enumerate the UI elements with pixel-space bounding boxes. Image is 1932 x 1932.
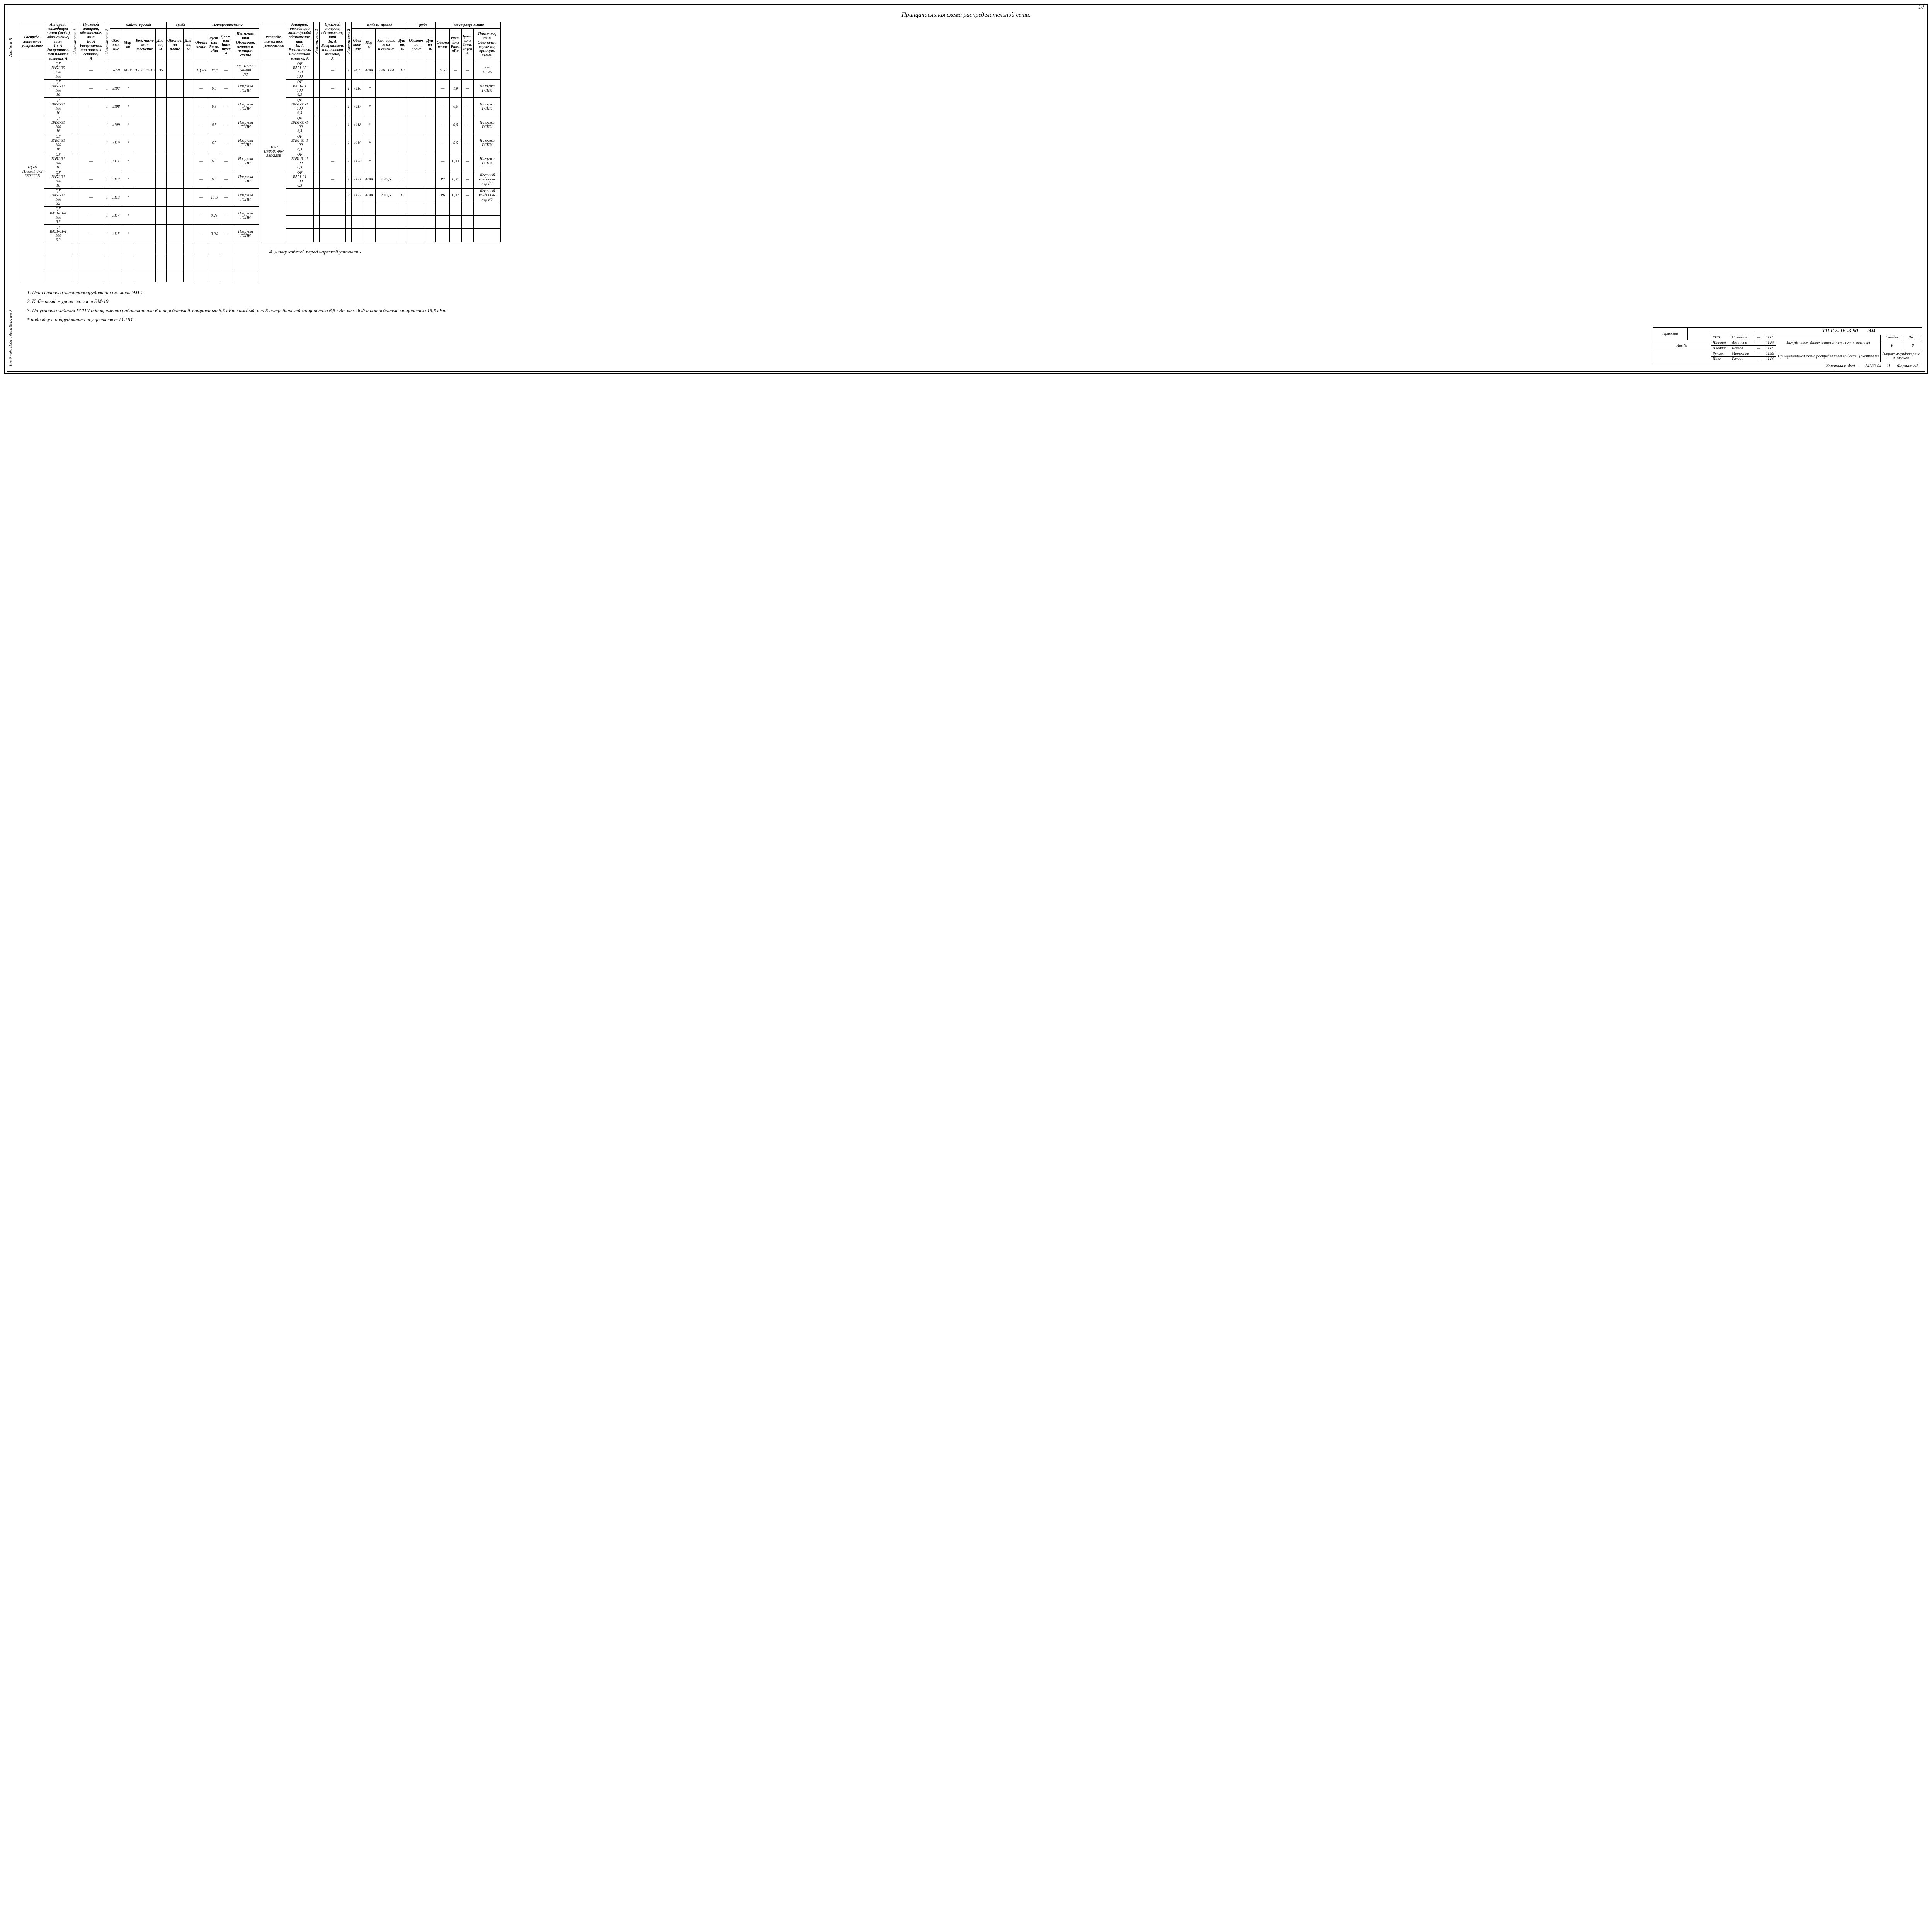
table-row: QFВА51-311006,3—1л121АВВГ4×2,55Р70,37—Ме… (262, 170, 501, 189)
table-row (262, 229, 501, 242)
left-table-host: Распреде-лительноеустройствоАппарат,отхо… (20, 22, 259, 282)
note-3: 3. По условию задания ГСПИ одновременно … (27, 306, 1922, 315)
table-row (20, 243, 259, 256)
stamp-invne: Инв № (1653, 340, 1711, 351)
side-column: Инв№подл. Подп. и дата Взам. инв№ (8, 308, 13, 367)
inner-frame: Альбом 5 Инв№подл. Подп. и дата Взам. ин… (7, 7, 1925, 372)
drawing-sheet: 10 Альбом 5 Инв№подл. Подп. и дата Взам.… (4, 4, 1928, 374)
table-row: QFВА51-3110016—1л112*—6,5—НагрузкаГСПИ (20, 170, 259, 189)
table-row (20, 269, 259, 282)
right-table-host: Распреде-лительноеустройствоАппарат,отхо… (262, 22, 501, 242)
stamp-title1: Заглубленное здание вспомогательного наз… (1776, 335, 1880, 351)
note-star: * подводку к оборудованию осуществляет Г… (27, 315, 1922, 324)
note-1: 1. План силового электрооборудования см.… (27, 288, 1922, 297)
stamp-code: ТП Г.2- IV -3.90 ЭМ (1776, 327, 1922, 335)
note-4: 4. Длину кабелей перед нарезкой уточнить… (269, 249, 501, 255)
table-row: QFВА51-31-11006,3—1л120*—0,33—НагрузкаГС… (262, 152, 501, 170)
table-row: QFВА51-311006,3—1л116*—1,0—НагрузкаГСПИ (262, 80, 501, 98)
table-row (262, 202, 501, 216)
album-label: Альбом 5 (8, 38, 14, 57)
stamp-title2: Принципиальная схема распределительной с… (1776, 351, 1880, 362)
title-block: Привязан ТП Г.2- IV -3.90 ЭМ ГИП Самитов… (1653, 327, 1922, 362)
table-row: QFВА51-31-11006,3—1л119*—0,5—НагрузкаГСП… (262, 134, 501, 152)
stamp-org: Гипрокоммундортрансг. Москва (1880, 351, 1922, 362)
table-row: QFВА51-3110016—1л107*—6,5—НагрузкаГСПИ (20, 80, 259, 98)
table-row: QFВА51-31-11006,3—1л118*—0,5—НагрузкаГСП… (262, 116, 501, 134)
footer: Копировал: Фед— 24383-04 11 Формат А2 (10, 364, 1922, 368)
table-row: QFВА51-3110016—1л111*—6,5—НагрузкаГСПИ (20, 152, 259, 170)
table-row: QFВА51-3110016—1л108*—6,5—НагрузкаГСПИ (20, 98, 259, 116)
table-row: QFВА51-3110016—1л109*—6,5—НагрузкаГСПИ (20, 116, 259, 134)
table-row (262, 216, 501, 229)
note-2: 2. Кабельный журнал см. лист ЭМ-19. (27, 297, 1922, 306)
drawing-title: Принципиальная схема распределительной с… (10, 12, 1922, 19)
table-row (20, 256, 259, 269)
table-row: QFВА51-31-11006,3—1л115*—0,04—НагрузкаГС… (20, 225, 259, 243)
table-row: QFВА51-31-11006,3—1л117*—0,5—НагрузкаГСП… (262, 98, 501, 116)
title-block-area: Привязан ТП Г.2- IV -3.90 ЭМ ГИП Самитов… (10, 327, 1922, 362)
table-row: 2л122АВВГ4×2,515Р60,37—Местныйкондицио-н… (262, 189, 501, 202)
table-row: QFВА51-3110032—1л113*—15,6—НагрузкаГСПИ (20, 189, 259, 207)
table-row: QFВА51-31-11006,3—1л114*—0,25—НагрузкаГС… (20, 207, 259, 225)
stamp-priv: Привязан (1653, 327, 1688, 340)
tables-row: Распреде-лительноеустройствоАппарат,отхо… (20, 22, 1922, 282)
notes-block: 1. План силового электрооборудования см.… (27, 288, 1922, 324)
table-row: Щ н6ПР8501-072380/220ВQFВА51-35250100—1м… (20, 61, 259, 80)
schedule-table: Распреде-лительноеустройствоАппарат,отхо… (262, 22, 501, 242)
table-row: QFВА51-3110016—1л110*—6,5—НагрузкаГСПИ (20, 134, 259, 152)
table-row: Щ н7ПР8501-067380/220ВQFВА51-35250100—1М… (262, 61, 501, 80)
schedule-table: Распреде-лительноеустройствоАппарат,отхо… (20, 22, 259, 282)
